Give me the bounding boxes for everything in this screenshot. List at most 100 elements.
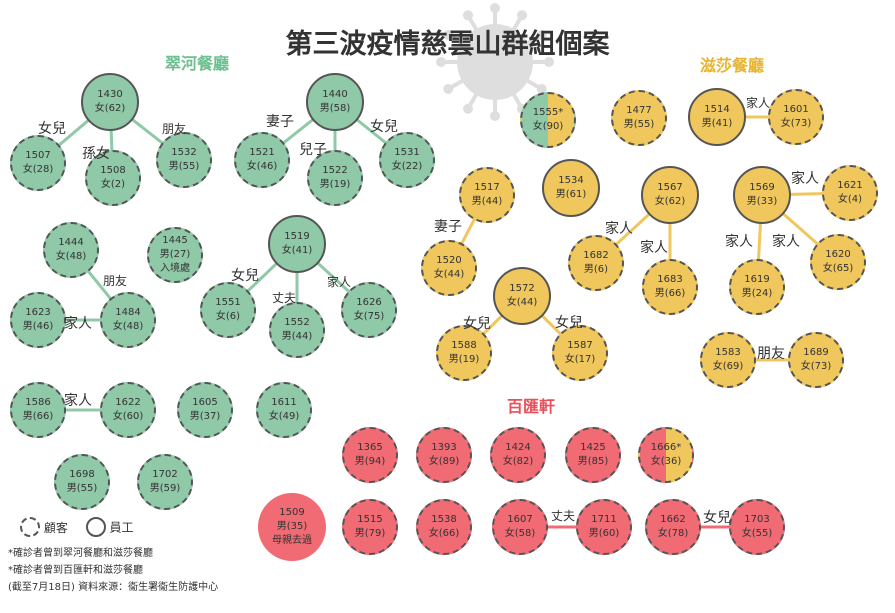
- case-number: 1424: [505, 442, 531, 453]
- case-gender-age: 女(44): [433, 269, 465, 280]
- case-number: 1519: [284, 231, 310, 242]
- case-number: 1531: [394, 147, 420, 158]
- case-number: 1393: [431, 442, 457, 453]
- case-number: 1611: [271, 397, 297, 408]
- case-number: 1444: [58, 237, 84, 248]
- case-number: 1587: [567, 340, 593, 351]
- case-number: 1509: [279, 507, 305, 518]
- case-gender-age: 女(44): [506, 297, 538, 308]
- case-gender-age: 男(61): [555, 189, 587, 200]
- case-1425-circle: 1425 男(85): [565, 427, 621, 483]
- virus-icon: [436, 3, 554, 121]
- case-gender-age: 男(46): [22, 321, 54, 332]
- relation-label: 家人: [746, 96, 771, 110]
- relation-label: 女兒: [231, 268, 259, 284]
- case-1662-circle: 1662 女(78): [645, 499, 701, 555]
- case-note: 入境處: [160, 263, 190, 274]
- relation-label: 家人: [725, 234, 753, 250]
- case-gender-age: 女(89): [428, 456, 460, 467]
- relation-label: 家人: [605, 221, 633, 237]
- case-gender-age: 女(58): [504, 528, 536, 539]
- case-number: 1569: [749, 182, 775, 193]
- case-gender-age: 男(24): [741, 288, 773, 299]
- case-gender-age: 男(59): [149, 483, 181, 494]
- case-1517-circle: 1517 男(44): [459, 167, 515, 223]
- case-1445-circle: 1445 男(27) 入境處: [147, 227, 203, 283]
- case-1365-circle: 1365 男(94): [342, 427, 398, 483]
- footnote-source: (截至7月18日) 資料來源：衞生署衞生防護中心: [8, 582, 219, 593]
- case-gender-age: 女(66): [428, 528, 460, 539]
- relation-label: 家人: [791, 171, 819, 187]
- case-1538-circle: 1538 女(66): [416, 499, 472, 555]
- case-number: 1666*: [650, 442, 682, 453]
- footnote-2: *確診者曾到百匯軒和滋莎餐廳: [8, 565, 143, 576]
- case-gender-age: 女(69): [712, 361, 744, 372]
- relation-label: 家人: [64, 393, 92, 409]
- case-1601-circle: 1601 女(73): [768, 89, 824, 145]
- relation-label: 女兒: [703, 510, 731, 526]
- case-gender-age: 男(19): [319, 179, 351, 190]
- case-gender-age: 女(6): [215, 311, 241, 322]
- case-number: 1605: [192, 397, 218, 408]
- case-gender-age: 女(46): [246, 161, 278, 172]
- case-1424-circle: 1424 女(82): [490, 427, 546, 483]
- case-gender-age: 男(58): [319, 103, 351, 114]
- case-number: 1586: [25, 397, 51, 408]
- relation-label: 朋友: [103, 274, 128, 288]
- case-1551-circle: 1551 女(6): [200, 282, 256, 338]
- case-gender-age: 男(85): [577, 456, 609, 467]
- case-1702-circle: 1702 男(59): [137, 454, 193, 510]
- case-1430-circle: 1430 女(62): [81, 73, 139, 131]
- relation-label: 家人: [327, 275, 352, 289]
- case-1666-circle: 1666* 女(36): [638, 427, 694, 483]
- case-number: 1538: [431, 514, 457, 525]
- relation-label: 丈夫: [551, 509, 576, 523]
- relation-label: 兒子: [299, 142, 327, 158]
- case-gender-age: 女(62): [654, 196, 686, 207]
- case-1583-circle: 1583 女(69): [700, 332, 756, 388]
- case-gender-age: 女(41): [281, 245, 313, 256]
- case-gender-age: 男(44): [471, 196, 503, 207]
- case-number: 1440: [322, 89, 348, 100]
- relation-label: 朋友: [162, 122, 187, 136]
- case-number: 1521: [249, 147, 275, 158]
- case-gender-age: 男(55): [623, 119, 655, 130]
- case-gender-age: 女(62): [94, 103, 126, 114]
- case-number: 1572: [509, 283, 535, 294]
- legend: 顧客 員工: [20, 517, 134, 537]
- case-gender-age: 女(75): [353, 311, 385, 322]
- relation-label: 丈夫: [272, 291, 297, 305]
- case-gender-age: 男(19): [448, 354, 480, 365]
- relation-label: 女兒: [370, 119, 398, 135]
- case-number: 1477: [626, 105, 652, 116]
- case-number: 1430: [97, 89, 123, 100]
- case-1507-circle: 1507 女(28): [10, 135, 66, 191]
- case-number: 1703: [744, 514, 770, 525]
- case-number: 1522: [322, 165, 348, 176]
- case-number: 1445: [162, 235, 188, 246]
- case-gender-age: 男(94): [354, 456, 386, 467]
- case-number: 1365: [357, 442, 383, 453]
- case-number: 1552: [284, 317, 310, 328]
- case-1552-circle: 1552 男(44): [269, 302, 325, 358]
- case-gender-age: 女(65): [822, 263, 854, 274]
- relation-label: 家人: [772, 234, 800, 250]
- case-number: 1583: [715, 347, 741, 358]
- case-1698-circle: 1698 男(55): [54, 454, 110, 510]
- customer-legend-icon: [20, 517, 40, 537]
- case-1620-circle: 1620 女(65): [810, 234, 866, 290]
- case-number: 1588: [451, 340, 477, 351]
- case-number: 1484: [115, 307, 141, 318]
- case-1484-circle: 1484 女(48): [100, 292, 156, 348]
- case-number: 1555*: [532, 107, 564, 118]
- case-number: 1515: [357, 514, 383, 525]
- case-1477-circle: 1477 男(55): [611, 90, 667, 146]
- case-1703-circle: 1703 女(55): [729, 499, 785, 555]
- case-1393-circle: 1393 女(89): [416, 427, 472, 483]
- case-number: 1425: [580, 442, 606, 453]
- case-1607-circle: 1607 女(58): [492, 499, 548, 555]
- case-number: 1520: [436, 255, 462, 266]
- relation-label: 朋友: [757, 346, 785, 362]
- case-1508-circle: 1508 女(2): [85, 150, 141, 206]
- case-1532-circle: 1532 男(55): [156, 132, 212, 188]
